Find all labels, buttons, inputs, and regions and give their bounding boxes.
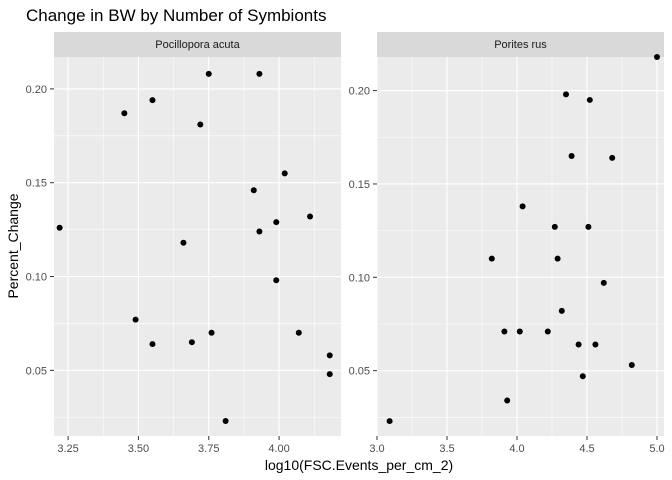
facet-strip-label: Porites rus bbox=[494, 39, 547, 51]
data-point bbox=[575, 341, 582, 348]
data-point bbox=[326, 371, 333, 378]
data-point bbox=[386, 418, 393, 425]
data-point bbox=[488, 255, 495, 262]
data-point bbox=[326, 352, 333, 359]
data-point bbox=[628, 362, 635, 369]
data-point bbox=[516, 328, 523, 335]
y-tick-label: 0.20 bbox=[349, 86, 370, 98]
panel-2: Porites rus 3.0 3.5 4.0 4.5 5.0 0.05 0.10 0.15 0.… bbox=[349, 32, 665, 455]
y-tick-label: 0.05 bbox=[26, 365, 47, 377]
data-point bbox=[579, 373, 586, 380]
x-tick-label: 3.75 bbox=[198, 443, 219, 455]
data-point bbox=[586, 96, 593, 103]
data-point bbox=[121, 110, 128, 117]
panels: Pocillopora acuta 3.25 3.50 3.75 4.00 0.05 0.1… bbox=[26, 32, 665, 455]
x-tick-label: 5.0 bbox=[649, 443, 664, 455]
panel-background bbox=[377, 57, 664, 436]
y-tick-label: 0.10 bbox=[349, 272, 370, 284]
y-tick-label: 0.15 bbox=[26, 178, 47, 190]
data-point bbox=[56, 224, 63, 231]
data-point bbox=[307, 213, 314, 220]
chart-title: Change in BW by Number of Symbionts bbox=[26, 6, 326, 25]
x-axis-title: log10(FSC.Events_per_cm_2) bbox=[265, 457, 453, 473]
data-point bbox=[180, 239, 187, 246]
x-tick-label: 3.50 bbox=[128, 443, 149, 455]
data-point bbox=[563, 91, 569, 98]
data-point bbox=[208, 329, 215, 336]
data-point bbox=[585, 223, 592, 230]
facet-strip-label: Pocillopora acuta bbox=[155, 39, 240, 51]
data-point bbox=[250, 187, 257, 194]
data-point bbox=[256, 228, 263, 235]
data-point bbox=[205, 70, 212, 77]
data-point bbox=[609, 154, 616, 161]
panel-1: Pocillopora acuta 3.25 3.50 3.75 4.00 0.05 0.1… bbox=[26, 32, 341, 455]
data-point bbox=[519, 203, 526, 210]
y-tick-label: 0.20 bbox=[26, 84, 47, 96]
y-tick-label: 0.10 bbox=[26, 272, 47, 284]
data-point bbox=[551, 223, 558, 230]
data-point bbox=[554, 255, 561, 262]
data-point bbox=[504, 397, 511, 404]
data-point bbox=[273, 277, 280, 284]
data-point bbox=[273, 219, 280, 226]
data-point bbox=[544, 328, 551, 335]
x-tick-label: 4.5 bbox=[579, 443, 594, 455]
y-tick-label: 0.05 bbox=[349, 366, 370, 378]
x-tick-label: 4.0 bbox=[509, 443, 524, 455]
panel-background bbox=[54, 57, 341, 436]
x-tick-label: 3.5 bbox=[439, 443, 454, 455]
data-point bbox=[281, 170, 288, 177]
data-point bbox=[197, 121, 204, 128]
facet-strip bbox=[377, 32, 664, 57]
facet-strip bbox=[54, 32, 341, 57]
data-point bbox=[568, 152, 575, 159]
data-point bbox=[132, 316, 139, 323]
data-point bbox=[600, 279, 607, 286]
data-point bbox=[654, 54, 660, 60]
data-point bbox=[149, 341, 156, 348]
data-point bbox=[501, 328, 508, 335]
y-axis-title: Percent_Change bbox=[5, 193, 21, 298]
x-tick-label: 3.25 bbox=[57, 443, 78, 455]
data-point bbox=[222, 417, 229, 424]
y-tick-label: 0.15 bbox=[349, 179, 370, 191]
data-point bbox=[558, 307, 565, 314]
data-point bbox=[295, 329, 302, 336]
data-point bbox=[592, 341, 599, 348]
x-tick-label: 4.00 bbox=[268, 443, 289, 455]
data-point bbox=[149, 97, 156, 104]
data-point bbox=[188, 339, 195, 346]
data-point bbox=[256, 70, 263, 77]
x-tick-label: 3.0 bbox=[369, 443, 384, 455]
